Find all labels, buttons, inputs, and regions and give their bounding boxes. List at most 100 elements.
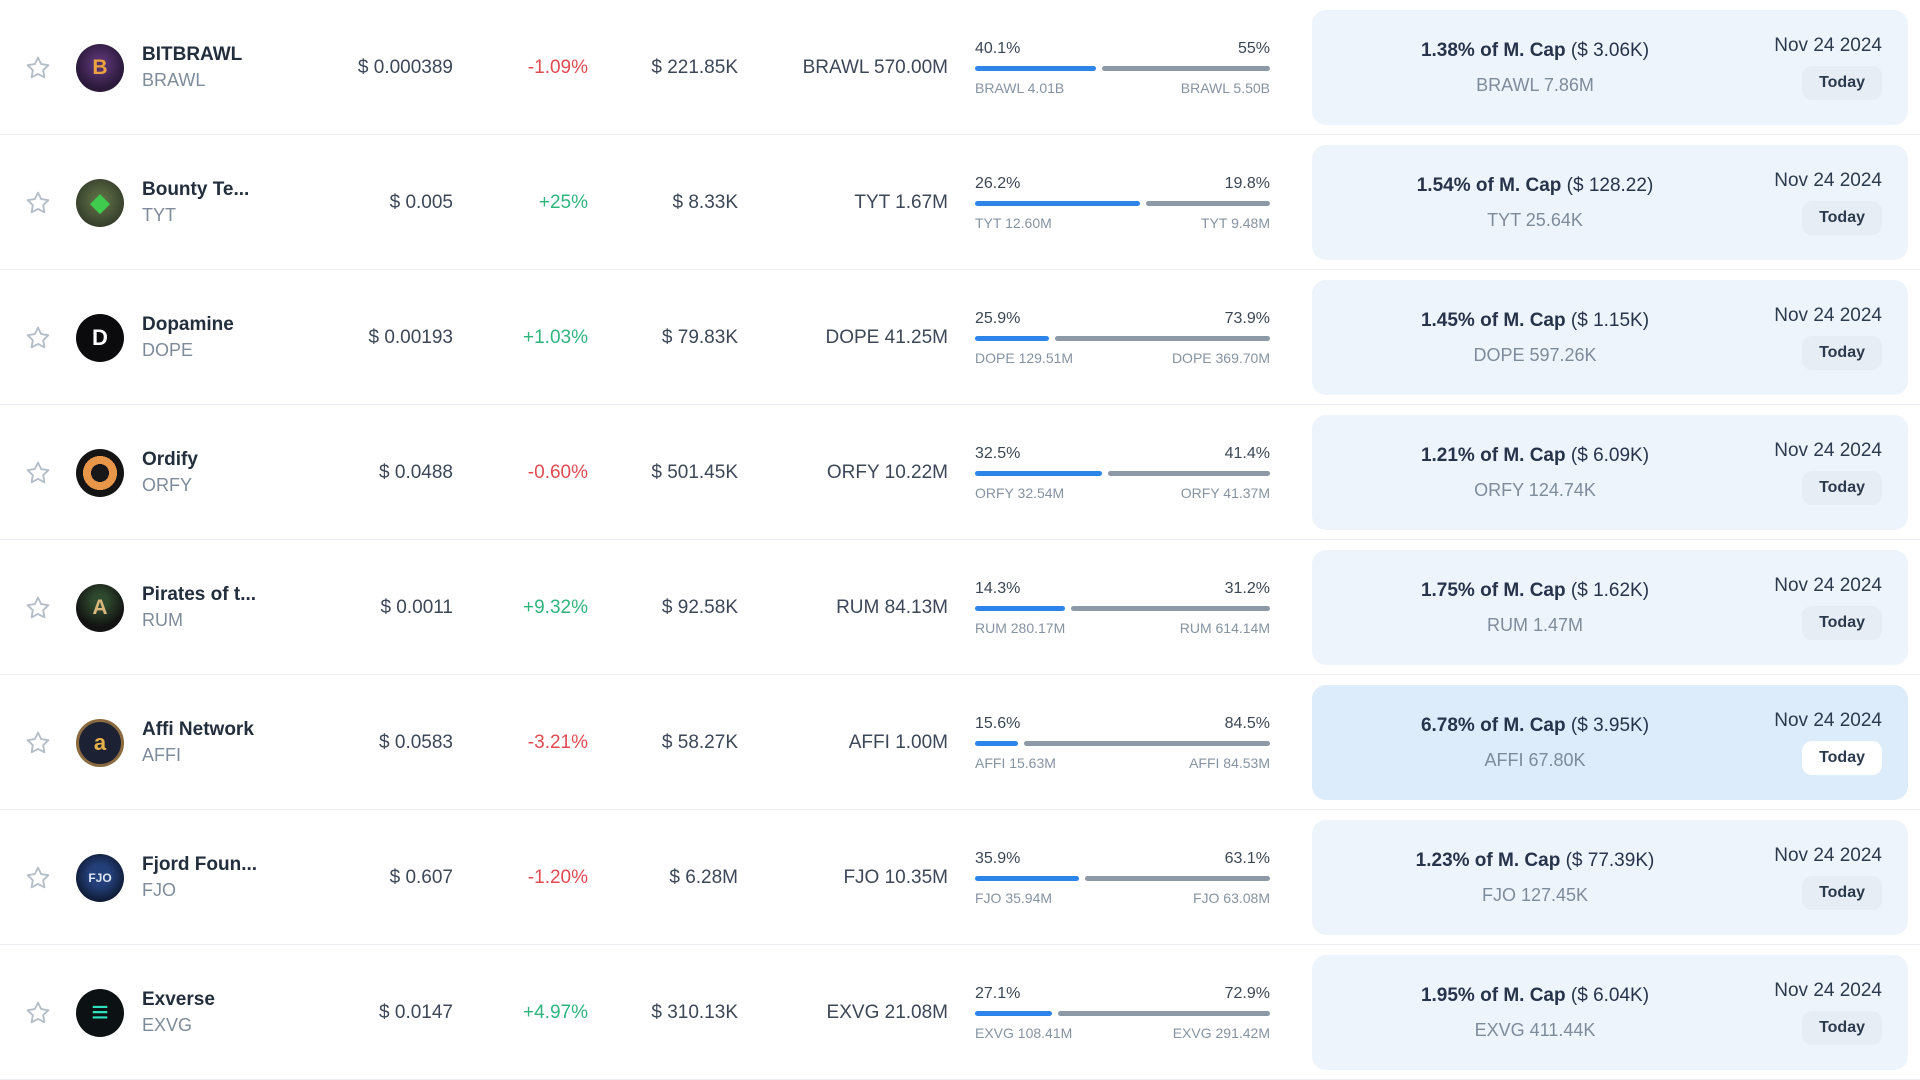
mcap-token-amount: TYT 25.64K [1487, 209, 1583, 230]
next-unlock-panel: 1.21% of M. Cap ($ 6.09K) ORFY 124.74K N… [1312, 415, 1908, 530]
unlock-date: Nov 24 2024 [1774, 440, 1882, 461]
locked-percent: 41.4% [1224, 444, 1270, 462]
favorite-star-button[interactable] [23, 728, 53, 758]
price-change: -1.09% [527, 56, 588, 78]
price-change: -1.20% [527, 866, 588, 888]
mcap-usd: ($ 77.39K) [1565, 849, 1655, 871]
unlock-amount: ORFY 10.22M [826, 461, 948, 483]
unlocked-percent: 26.2% [975, 174, 1021, 192]
unlock-value: $ 501.45K [651, 461, 738, 483]
locked-percent: 55% [1237, 39, 1270, 57]
unlock-amount: RUM 84.13M [836, 596, 948, 618]
table-row[interactable]: ◆ Bounty Te... TYT $ 0.005 +25% $ 8.33K … [0, 135, 1920, 270]
star-icon [26, 326, 50, 349]
locked-supply: ORFY 41.37M [1180, 484, 1270, 501]
locked-percent: 31.2% [1224, 579, 1270, 597]
unlock-amount: TYT 1.67M [854, 191, 948, 213]
unlock-date: Nov 24 2024 [1774, 980, 1882, 1001]
locked-bar [1070, 605, 1270, 611]
next-unlock-panel: 1.38% of M. Cap ($ 3.06K) BRAWL 7.86M No… [1312, 10, 1908, 125]
unlock-value: $ 8.33K [672, 191, 739, 213]
coin-ticker: RUM [142, 610, 183, 630]
unlock-amount: AFFI 1.00M [848, 731, 948, 753]
mcap-line: 1.75% of M. Cap ($ 1.62K) [1421, 580, 1649, 602]
coin-price: $ 0.0488 [379, 461, 453, 483]
coin-ticker: AFFI [142, 745, 181, 765]
mcap-token-amount: FJO 127.45K [1481, 884, 1589, 905]
unlock-amount: FJO 10.35M [843, 866, 948, 888]
unlocked-supply: RUM 280.17M [975, 619, 1066, 636]
next-unlock-panel: 1.54% of M. Cap ($ 128.22) TYT 25.64K No… [1312, 145, 1908, 260]
unlock-progress: 27.1% 72.9% EXVG 108.41M EXVG 291.42M [950, 985, 1270, 1041]
table-row[interactable]: ≡ Exverse EXVG $ 0.0147 +4.97% $ 310.13K… [0, 945, 1920, 1080]
star-icon [26, 866, 50, 889]
favorite-star-button[interactable] [23, 53, 53, 83]
unlock-progress: 26.2% 19.8% TYT 12.60M TYT 9.48M [950, 175, 1270, 231]
coin-logo-glyph: A [92, 595, 108, 619]
coin-logo-glyph: ≡ [91, 995, 109, 1029]
unlock-date: Nov 24 2024 [1774, 170, 1882, 191]
today-badge: Today [1802, 201, 1882, 235]
unlock-date: Nov 24 2024 [1774, 845, 1882, 866]
mcap-usd: ($ 6.09K) [1570, 444, 1650, 466]
table-row[interactable]: Ordify ORFY $ 0.0488 -0.60% $ 501.45K OR… [0, 405, 1920, 540]
mcap-percent: 1.23% of M. Cap [1415, 849, 1561, 871]
favorite-star-button[interactable] [23, 998, 53, 1028]
mcap-percent: 1.95% of M. Cap [1420, 984, 1566, 1006]
unlocked-supply: AFFI 15.63M [975, 754, 1056, 771]
unlocked-bar [975, 470, 1102, 476]
today-badge: Today [1802, 471, 1882, 505]
unlock-value: $ 79.83K [661, 326, 738, 348]
unlocked-bar [975, 875, 1079, 881]
coin-name: Affi Network [142, 719, 254, 740]
locked-supply: BRAWL 5.50B [1180, 79, 1270, 96]
coin-logo-glyph: a [93, 729, 107, 755]
table-row[interactable]: a Affi Network AFFI $ 0.0583 -3.21% $ 58… [0, 675, 1920, 810]
locked-bar [1102, 65, 1270, 71]
locked-bar [1023, 740, 1270, 746]
unlock-amount: DOPE 41.25M [825, 326, 949, 348]
mcap-usd: ($ 1.62K) [1570, 579, 1650, 601]
locked-percent: 73.9% [1224, 309, 1270, 327]
unlock-progress: 32.5% 41.4% ORFY 32.54M ORFY 41.37M [950, 445, 1270, 501]
unlock-progress: 35.9% 63.1% FJO 35.94M FJO 63.08M [950, 850, 1270, 906]
coin-name: Fjord Foun... [142, 854, 258, 875]
favorite-star-button[interactable] [23, 188, 53, 218]
star-icon [26, 461, 50, 484]
unlock-date: Nov 24 2024 [1774, 575, 1882, 596]
bounty-temple-logo: ◆ [76, 178, 124, 227]
favorite-star-button[interactable] [23, 593, 53, 623]
favorite-star-button[interactable] [23, 863, 53, 893]
locked-bar [1057, 1010, 1270, 1016]
unlocked-supply: TYT 12.60M [975, 214, 1052, 231]
coin-ticker: DOPE [142, 340, 194, 360]
price-change: +1.03% [523, 326, 588, 348]
mcap-line: 6.78% of M. Cap ($ 3.95K) [1421, 715, 1649, 737]
exverse-logo: ≡ [76, 988, 124, 1037]
dopamine-logo: D [76, 313, 124, 362]
coin-name: Exverse [142, 989, 215, 1010]
table-row[interactable]: D Dopamine DOPE $ 0.00193 +1.03% $ 79.83… [0, 270, 1920, 405]
mcap-percent: 1.45% of M. Cap [1420, 309, 1566, 331]
unlocked-bar [975, 605, 1065, 611]
favorite-star-button[interactable] [23, 458, 53, 488]
unlock-amount: EXVG 21.08M [826, 1001, 948, 1023]
locked-supply: DOPE 369.70M [1171, 349, 1270, 366]
favorite-star-button[interactable] [23, 323, 53, 353]
coin-name: Dopamine [142, 314, 234, 335]
coin-logo-glyph: FJO [88, 870, 112, 885]
table-row[interactable]: FJO Fjord Foun... FJO $ 0.607 -1.20% $ 6… [0, 810, 1920, 945]
locked-percent: 84.5% [1224, 714, 1270, 732]
coin-price: $ 0.0147 [379, 1001, 453, 1023]
coin-ticker: TYT [142, 205, 176, 225]
unlocked-percent: 15.6% [975, 714, 1021, 732]
unlock-date: Nov 24 2024 [1774, 305, 1882, 326]
affi-network-logo: a [76, 718, 124, 767]
table-row[interactable]: B BITBRAWL BRAWL $ 0.000389 -1.09% $ 221… [0, 0, 1920, 135]
mcap-line: 1.95% of M. Cap ($ 6.04K) [1421, 985, 1649, 1007]
price-change: +25% [538, 191, 588, 213]
coin-price: $ 0.0011 [380, 596, 453, 618]
mcap-line: 1.23% of M. Cap ($ 77.39K) [1416, 850, 1655, 872]
unlocked-percent: 35.9% [975, 849, 1021, 867]
table-row[interactable]: A Pirates of t... RUM $ 0.0011 +9.32% $ … [0, 540, 1920, 675]
